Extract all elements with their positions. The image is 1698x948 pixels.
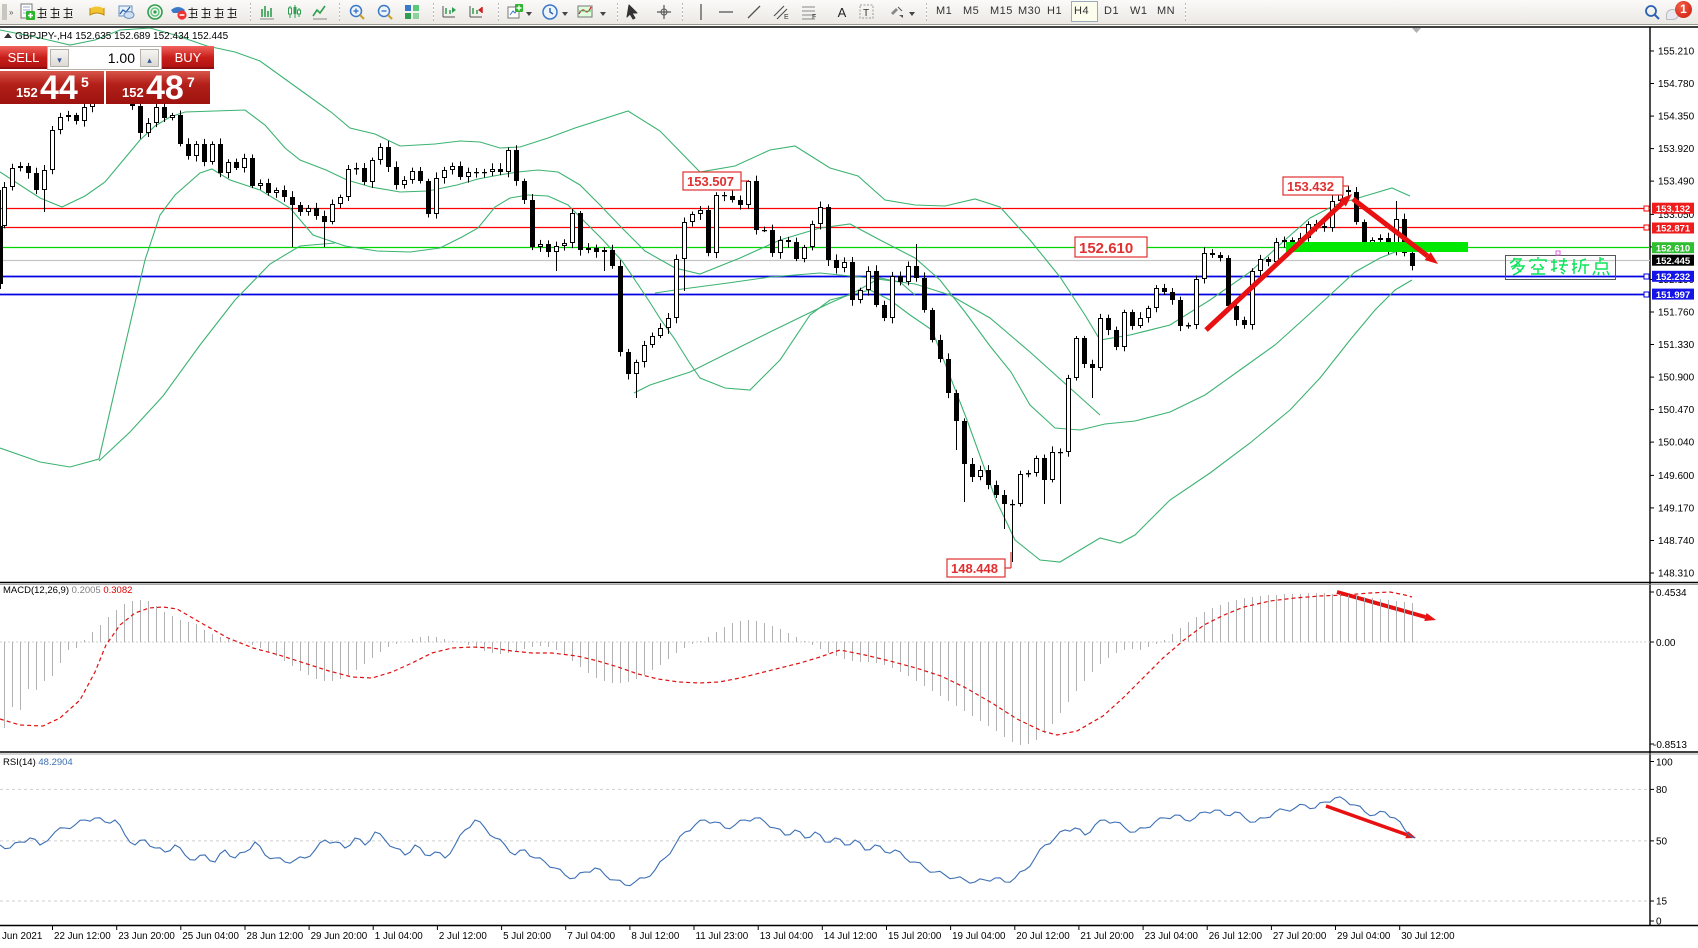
svg-text:29 Jun 20:00: 29 Jun 20:00 (311, 931, 368, 942)
svg-text:15 Jul 20:00: 15 Jul 20:00 (888, 931, 942, 942)
svg-text:25 Jun 04:00: 25 Jun 04:00 (182, 931, 239, 942)
svg-text:27 Jul 20:00: 27 Jul 20:00 (1273, 931, 1327, 942)
svg-text:1 Jul 04:00: 1 Jul 04:00 (375, 931, 423, 942)
svg-text:8 Jul 12:00: 8 Jul 12:00 (631, 931, 679, 942)
svg-text:2 Jul 12:00: 2 Jul 12:00 (439, 931, 487, 942)
svg-text:100: 100 (1656, 758, 1673, 769)
svg-text:-0.8513: -0.8513 (1653, 740, 1687, 751)
svg-text:152.445: 152.445 (1656, 256, 1691, 267)
svg-text:152.610: 152.610 (1079, 240, 1133, 257)
svg-text:MACD(12,26,9) 0.2005 0.3082: MACD(12,26,9) 0.2005 0.3082 (3, 585, 132, 596)
svg-text:153.132: 153.132 (1656, 204, 1690, 215)
svg-text:151.330: 151.330 (1658, 340, 1695, 351)
svg-text:F: F (812, 14, 816, 21)
svg-text:0: 0 (1656, 917, 1662, 928)
svg-text:150.470: 150.470 (1658, 405, 1695, 416)
svg-text:30 Jul 12:00: 30 Jul 12:00 (1401, 931, 1455, 942)
svg-text:151.760: 151.760 (1658, 308, 1695, 319)
svg-text:150.900: 150.900 (1658, 373, 1695, 384)
svg-text:23 Jun 20:00: 23 Jun 20:00 (118, 931, 175, 942)
svg-text:20 Jul 12:00: 20 Jul 12:00 (1016, 931, 1070, 942)
svg-text:150.040: 150.040 (1658, 438, 1695, 449)
svg-text:28 Jun 12:00: 28 Jun 12:00 (247, 931, 304, 942)
svg-text:5 Jul 20:00: 5 Jul 20:00 (503, 931, 551, 942)
svg-text:RSI(14) 48.2904: RSI(14) 48.2904 (3, 757, 73, 768)
svg-text:149.170: 149.170 (1658, 503, 1695, 514)
svg-text:153.920: 153.920 (1658, 144, 1695, 155)
svg-text:0.4534: 0.4534 (1656, 588, 1687, 599)
svg-text:154.780: 154.780 (1658, 79, 1695, 90)
svg-text:148.310: 148.310 (1658, 569, 1695, 580)
svg-text:19 Jul 04:00: 19 Jul 04:00 (952, 931, 1006, 942)
svg-text:153.490: 153.490 (1658, 177, 1695, 188)
svg-text:148.448: 148.448 (951, 561, 998, 576)
svg-text:148.740: 148.740 (1658, 536, 1695, 547)
svg-text:GBPJPY-,H4 152.635 152.689 15: GBPJPY-,H4 152.635 152.689 152.434 152.4… (15, 31, 229, 42)
svg-text:7 Jul 04:00: 7 Jul 04:00 (567, 931, 615, 942)
svg-text:T: T (863, 8, 869, 19)
svg-text:0.00: 0.00 (1656, 638, 1676, 649)
svg-text:152.232: 152.232 (1656, 272, 1690, 283)
svg-text:26 Jul 12:00: 26 Jul 12:00 (1209, 931, 1263, 942)
svg-text:13 Jul 04:00: 13 Jul 04:00 (760, 931, 814, 942)
svg-text:151.997: 151.997 (1656, 290, 1690, 301)
svg-text:22 Jun 12:00: 22 Jun 12:00 (54, 931, 111, 942)
svg-text:155.210: 155.210 (1658, 47, 1695, 58)
svg-text:153.050: 153.050 (1658, 210, 1695, 221)
svg-text:Jun 2021: Jun 2021 (2, 931, 42, 942)
svg-text:E: E (784, 14, 789, 21)
svg-text:23 Jul 04:00: 23 Jul 04:00 (1145, 931, 1199, 942)
svg-text:153.432: 153.432 (1287, 179, 1334, 194)
svg-text:153.507: 153.507 (687, 174, 734, 189)
svg-text:50: 50 (1656, 837, 1668, 848)
svg-text:154.350: 154.350 (1658, 112, 1695, 123)
svg-text:11 Jul 23:00: 11 Jul 23:00 (696, 931, 749, 942)
svg-text:21 Jul 20:00: 21 Jul 20:00 (1080, 931, 1134, 942)
svg-text:80: 80 (1656, 785, 1668, 796)
svg-text:29 Jul 04:00: 29 Jul 04:00 (1337, 931, 1391, 942)
svg-text:152.871: 152.871 (1656, 224, 1691, 235)
svg-text:14 Jul 12:00: 14 Jul 12:00 (824, 931, 878, 942)
svg-text:15: 15 (1656, 897, 1668, 908)
svg-text:149.600: 149.600 (1658, 471, 1695, 482)
svg-text:152.610: 152.610 (1656, 243, 1690, 254)
